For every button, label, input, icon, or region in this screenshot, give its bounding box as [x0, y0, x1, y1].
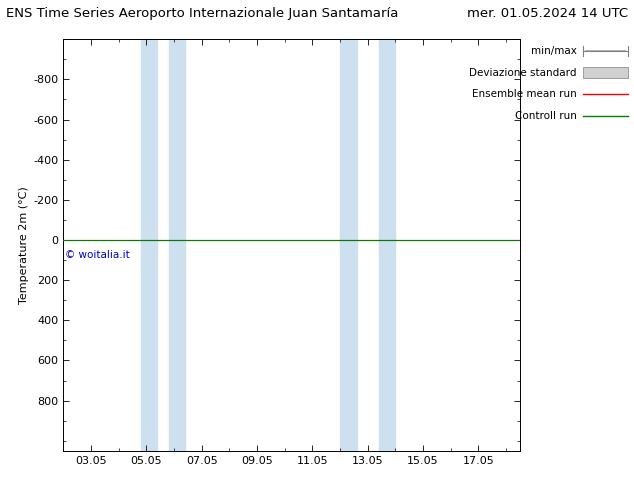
Bar [141, 39, 157, 451]
Bar [340, 39, 357, 451]
Y-axis label: Temperature 2m (°C): Temperature 2m (°C) [19, 186, 29, 304]
Text: © woitalia.it: © woitalia.it [65, 250, 129, 260]
Text: mer. 01.05.2024 14 UTC: mer. 01.05.2024 14 UTC [467, 7, 628, 21]
Bar [169, 39, 185, 451]
Text: Deviazione standard: Deviazione standard [469, 68, 577, 77]
Text: ENS Time Series Aeroporto Internazionale Juan Santamaría: ENS Time Series Aeroporto Internazionale… [6, 7, 399, 21]
Text: min/max: min/max [531, 46, 577, 56]
Bar [378, 39, 396, 451]
Text: Ensemble mean run: Ensemble mean run [472, 89, 577, 99]
Text: Controll run: Controll run [515, 111, 577, 121]
